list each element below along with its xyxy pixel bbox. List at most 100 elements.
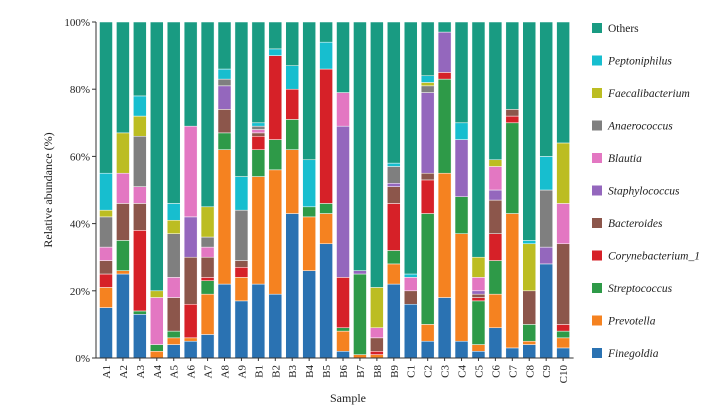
bar-segment-A7-6 [200,246,215,258]
legend-swatch-others [592,23,602,33]
bar-segment-A4-8 [150,290,164,298]
bar-segment-B9-4 [387,186,401,204]
bar-segment-B9-10 [387,21,401,164]
bar-segment-C9-10 [539,21,553,157]
legend-swatch-streptococcus [592,283,602,293]
bar-segment-C1-4 [403,290,418,305]
bar-segment-A4-2 [150,344,164,352]
bar-segment-A7-10 [200,21,215,208]
bar-segment-C10-10 [556,21,570,144]
x-tick-label-C3: C3 [440,365,452,378]
bar-segment-C5-6 [471,277,486,292]
x-tick-label-C2: C2 [423,365,435,378]
bar-segment-B2-1 [268,169,283,295]
bar-segment-A9-10 [234,21,249,177]
bar-segment-A7-1 [200,293,215,335]
bar-segment-C3-10 [437,21,452,33]
x-tick-label-A7: A7 [203,365,215,379]
bar-segment-B3-1 [285,149,299,214]
bar-segment-C7-2 [505,122,520,214]
bar-segment-C2-5 [420,92,435,174]
bar-segment-B9-1 [387,263,401,285]
bar-segment-C4-5 [454,139,469,197]
bar-segment-C4-9 [454,122,469,140]
bar-segment-C8-8 [522,243,536,292]
bar-segment-B6-3 [336,277,350,329]
bar-segment-C6-8 [488,159,503,167]
bar-segment-C3-5 [437,31,452,73]
legend-swatch-finegoldia [592,348,602,358]
bar-segment-A2-10 [116,21,130,134]
bar-segment-C3-0 [437,297,452,359]
x-tick-labels: A1 A2 A3 A4 A5 A6 A7 A8 A9 B1 B2 B3 B4 B5 B6 B7 B8 B9 C1 C2… [101,365,570,384]
x-tick-label-A2: A2 [118,365,130,378]
y-tick-labels: 0% 20% 40% 60% 80% 100% [64,17,90,365]
bar-segment-C4-10 [454,21,469,124]
bar-segment-B5-3 [319,68,333,204]
bar-segment-A8-1 [217,149,232,285]
x-tick-label-A1: A1 [101,365,113,378]
bar-segment-A3-3 [133,230,147,312]
bar-segment-B2-2 [268,139,283,171]
bar-segment-A1-3 [99,273,113,288]
bar-segment-A1-7 [99,216,113,248]
bar-segment-C2-10 [420,21,435,77]
bar-segment-B2-0 [268,293,283,359]
bar-segment-B1-7 [251,125,266,130]
x-tick-label-C8: C8 [524,365,536,378]
bar-segment-A4-10 [150,21,164,292]
legend-swatch-prevotella [592,315,602,326]
y-tick-label: 20% [70,286,90,298]
bar-segment-C4-0 [454,340,469,359]
bar-segment-C5-2 [471,300,486,345]
y-tick-label: 0% [75,353,90,365]
bar-segment-B9-5 [387,183,401,187]
bar-segment-A1-6 [99,246,113,261]
bar-segment-B5-0 [319,243,333,359]
bar-segment-A5-8 [166,219,181,234]
bar-segment-A8-9 [217,68,232,80]
bar-segment-C4-1 [454,233,469,342]
x-tick-label-C9: C9 [541,365,553,378]
bar-segment-A3-0 [133,314,147,359]
legend-swatch-bacteroides [592,218,602,228]
x-tick-label-B6: B6 [338,365,350,378]
x-tick-label-B4: B4 [304,365,316,378]
x-tick-label-C5: C5 [473,365,485,378]
bar-segment-C10-2 [556,330,570,339]
bar-segment-C10-6 [556,203,570,245]
bar-segment-C6-2 [488,260,503,295]
bar-segment-C10-1 [556,337,570,349]
legend-label-prevotella: Prevotella [607,316,656,328]
legend: Others Peptoniphilus Faecalibacterium Anaer… [592,23,700,360]
bar-segment-C7-4 [505,109,520,117]
bar-segment-A9-9 [234,176,249,211]
bar-segment-A8-0 [217,283,232,359]
bar-segment-C9-5 [539,246,553,265]
bar-segment-A3-9 [133,95,147,117]
legend-label-streptococcus: Streptococcus [608,283,673,295]
bar-segment-A5-4 [166,297,181,332]
y-tick-label: 80% [70,84,90,96]
bar-segment-C3-1 [437,172,452,298]
bar-segment-A9-7 [234,209,249,261]
x-tick-label-B3: B3 [287,365,299,378]
x-tick-label-B1: B1 [253,365,265,378]
bar-segment-C1-0 [403,303,418,359]
legend-swatch-staphylococcus [592,185,602,196]
bar-segment-A7-4 [200,256,215,278]
bar-segment-B4-10 [302,21,316,161]
x-tick-label-B9: B9 [389,365,401,378]
bar-segment-A1-1 [99,287,113,308]
bar-segment-B3-2 [285,119,299,150]
legend-label-bacteroides: Bacteroides [608,218,663,230]
bar-segment-A5-10 [166,21,181,204]
bar-segment-A9-3 [234,267,249,278]
bar-segment-A1-0 [99,307,113,359]
bar-segment-B2-10 [268,21,283,50]
bar-segment-A3-2 [133,310,147,315]
x-tick-label-A8: A8 [220,365,232,379]
bar-segment-A9-1 [234,277,249,302]
x-tick-label-A9: A9 [236,365,248,379]
bar-segment-C7-3 [505,115,520,124]
